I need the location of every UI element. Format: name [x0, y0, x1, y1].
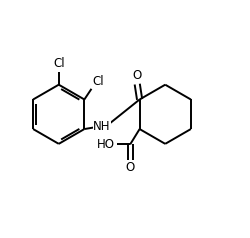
Text: NH: NH: [93, 120, 111, 133]
Text: O: O: [132, 69, 142, 82]
Text: Cl: Cl: [53, 58, 64, 70]
Text: O: O: [126, 161, 135, 174]
Text: HO: HO: [97, 138, 115, 151]
Text: Cl: Cl: [92, 75, 104, 88]
